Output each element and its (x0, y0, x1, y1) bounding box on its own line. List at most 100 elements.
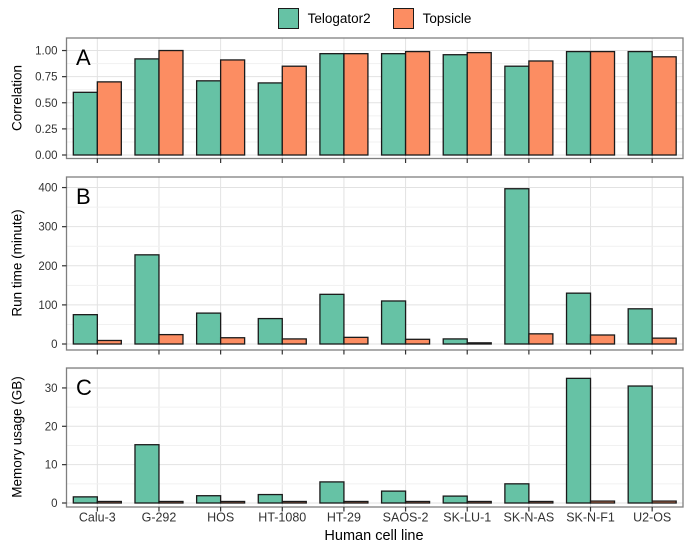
bar-telogator2-calu-3 (72, 496, 98, 504)
y-tick-label: 0.00 (35, 150, 57, 162)
x-tick-label-u2-os: U2-OS (633, 511, 671, 525)
bar-telogator2-saos-2 (380, 53, 407, 156)
legend-item-telogator2: Telogator2 (277, 7, 371, 29)
bar-telogator2-saos-2 (380, 490, 407, 504)
bar-telogator2-sk-n-as (504, 188, 530, 345)
bar-telogator2-hos (195, 80, 222, 156)
x-axis-title: Human cell line (324, 528, 424, 544)
panel-label-a: A (76, 45, 91, 70)
bar-topsicle-sk-lu-1 (466, 51, 492, 156)
bar-topsicle-u2-os (651, 337, 677, 345)
bar-topsicle-saos-2 (404, 500, 431, 504)
bar-topsicle-sk-n-f1 (589, 50, 616, 156)
y-tick-label: 0 (51, 339, 57, 351)
panel-label-b: B (76, 184, 91, 209)
bar-telogator2-hos (195, 312, 222, 345)
bar-topsicle-sk-n-f1 (589, 500, 616, 504)
bar-topsicle-sk-n-f1 (589, 334, 616, 345)
y-tick-label: 0.75 (35, 72, 57, 84)
bar-topsicle-saos-2 (404, 50, 431, 156)
bar-telogator2-g-292 (134, 444, 160, 504)
telogator2-swatch (277, 7, 299, 29)
y-tick-label: 200 (38, 261, 57, 273)
x-tick-label-ht-29: HT-29 (327, 511, 361, 525)
y-tick-label: 30 (45, 383, 58, 395)
bar-telogator2-u2-os (627, 50, 653, 156)
panel-border (65, 367, 684, 508)
bar-telogator2-ht-1080 (257, 317, 283, 345)
bar-telogator2-sk-lu-1 (442, 54, 468, 156)
bar-telogator2-sk-n-f1 (565, 50, 592, 156)
legend-label-telogator2: Telogator2 (307, 10, 371, 26)
x-tick-label-ht-1080: HT-1080 (258, 511, 306, 525)
y-axis-title-memory: Memory usage (GB) (9, 376, 25, 498)
bar-telogator2-saos-2 (380, 300, 407, 345)
bar-topsicle-ht-1080 (281, 500, 307, 504)
bar-topsicle-u2-os (651, 56, 677, 156)
bar-topsicle-sk-n-as (528, 500, 554, 504)
bar-topsicle-ht-29 (343, 500, 369, 504)
bar-topsicle-u2-os (651, 500, 677, 504)
y-axis-title-runtime: Run time (minute) (9, 209, 25, 317)
bar-telogator2-sk-n-f1 (565, 377, 592, 504)
bar-topsicle-ht-1080 (281, 338, 307, 345)
y-axis-title-correlation: Correlation (9, 64, 25, 132)
topsicle-swatch (392, 7, 414, 29)
bar-telogator2-sk-lu-1 (442, 338, 468, 345)
x-tick-label-sk-lu-1: SK-LU-1 (443, 511, 491, 525)
x-tick-label-g-292: G-292 (142, 511, 177, 525)
y-tick-label: 10 (45, 460, 58, 472)
bar-topsicle-g-292 (158, 500, 184, 504)
bar-topsicle-ht-29 (343, 336, 369, 345)
bar-topsicle-g-292 (158, 49, 184, 156)
bar-telogator2-calu-3 (72, 91, 98, 156)
bar-topsicle-calu-3 (96, 339, 122, 345)
bar-topsicle-ht-29 (343, 53, 369, 156)
panel-border (65, 37, 684, 160)
y-tick-label: 1.00 (35, 46, 57, 58)
x-tick-label-hos: HOS (207, 511, 234, 525)
bar-telogator2-g-292 (134, 254, 160, 345)
bar-telogator2-sk-n-f1 (565, 292, 592, 345)
bar-telogator2-ht-29 (319, 481, 345, 504)
bar-topsicle-ht-1080 (281, 65, 307, 156)
x-tick-label-saos-2: SAOS-2 (383, 511, 429, 525)
bar-telogator2-u2-os (627, 308, 653, 345)
bar-telogator2-hos (195, 495, 222, 504)
panel-border (65, 176, 684, 351)
bar-topsicle-hos (219, 337, 246, 345)
bar-telogator2-sk-n-as (504, 65, 530, 156)
bar-topsicle-g-292 (158, 333, 184, 345)
y-tick-label: 400 (38, 183, 57, 195)
bar-telogator2-ht-1080 (257, 493, 283, 504)
y-tick-label: 100 (38, 300, 57, 312)
bar-topsicle-saos-2 (404, 338, 431, 345)
x-tick-label-sk-n-as: SK-N-AS (504, 511, 555, 525)
legend: Telogator2 Topsicle (66, 6, 683, 30)
bar-telogator2-ht-29 (319, 293, 345, 345)
bar-telogator2-calu-3 (72, 314, 98, 345)
bar-topsicle-calu-3 (96, 500, 122, 504)
panel-label-c: C (76, 375, 92, 400)
bar-telogator2-ht-1080 (257, 82, 283, 156)
legend-item-topsicle: Topsicle (392, 7, 472, 29)
y-tick-label: 20 (45, 421, 58, 433)
bar-topsicle-sk-lu-1 (466, 342, 492, 345)
bar-topsicle-sk-n-as (528, 60, 554, 156)
bar-telogator2-sk-lu-1 (442, 495, 468, 504)
bar-topsicle-hos (219, 59, 246, 156)
y-tick-label: 300 (38, 222, 57, 234)
bar-topsicle-hos (219, 500, 246, 504)
x-tick-label-sk-n-f1: SK-N-F1 (566, 511, 615, 525)
legend-label-topsicle: Topsicle (422, 10, 472, 26)
y-tick-label: 0.25 (35, 124, 57, 136)
bar-telogator2-ht-29 (319, 53, 345, 156)
y-tick-label: 0 (51, 498, 57, 510)
bar-topsicle-calu-3 (96, 81, 122, 156)
y-tick-label: 0.50 (35, 98, 57, 110)
x-tick-label-calu-3: Calu-3 (79, 511, 116, 525)
bar-telogator2-sk-n-as (504, 483, 530, 504)
bar-topsicle-sk-lu-1 (466, 500, 492, 504)
